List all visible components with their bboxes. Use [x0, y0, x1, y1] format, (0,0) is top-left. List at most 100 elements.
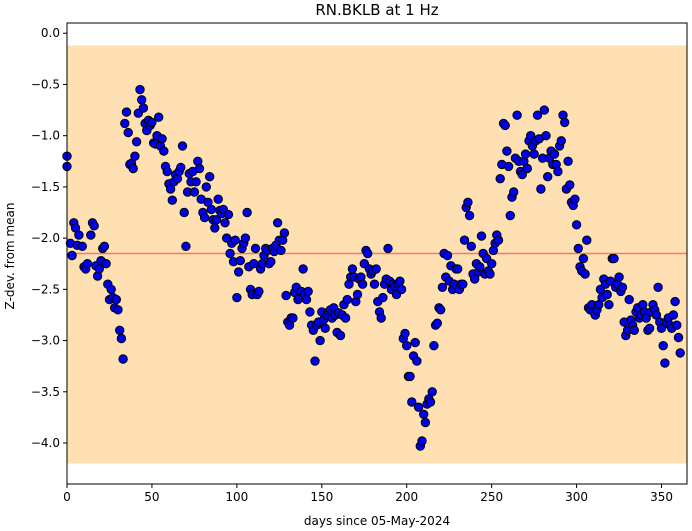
- data-point: [86, 230, 96, 240]
- data-point: [563, 156, 573, 167]
- data-point: [458, 279, 468, 289]
- data-point: [500, 120, 510, 131]
- data-point: [357, 279, 368, 289]
- data-point: [402, 341, 412, 351]
- data-point: [220, 218, 230, 228]
- data-point: [420, 417, 431, 428]
- data-point: [505, 210, 515, 221]
- data-point: [137, 95, 147, 105]
- data-point: [213, 194, 223, 204]
- data-point: [578, 253, 589, 264]
- data-point: [412, 356, 422, 366]
- data-point: [210, 223, 220, 233]
- data-point: [305, 307, 315, 317]
- data-point: [77, 241, 88, 252]
- x-tick-label: 200: [395, 490, 418, 504]
- data-point: [74, 230, 84, 240]
- x-tick-label: 100: [225, 490, 248, 504]
- data-point: [250, 243, 261, 254]
- data-point: [135, 84, 145, 95]
- data-point: [128, 163, 138, 174]
- data-point: [539, 105, 549, 115]
- data-point: [201, 182, 212, 192]
- data-point: [565, 180, 575, 190]
- data-point: [82, 259, 93, 269]
- data-point: [624, 294, 634, 305]
- data-point: [67, 250, 77, 261]
- data-point: [604, 300, 614, 310]
- data-point: [101, 259, 111, 269]
- y-tick-label: −2.0: [31, 231, 60, 245]
- data-point: [266, 257, 276, 267]
- data-point: [453, 264, 463, 274]
- data-point: [602, 289, 612, 300]
- data-point: [668, 310, 679, 320]
- data-point: [233, 267, 244, 277]
- x-tick-label: 300: [565, 490, 588, 504]
- data-point: [609, 253, 619, 264]
- data-point: [123, 127, 133, 138]
- data-point: [147, 117, 157, 128]
- data-point: [427, 387, 437, 397]
- data-point: [495, 174, 505, 184]
- data-point: [675, 348, 685, 358]
- data-point: [556, 136, 566, 146]
- data-point: [466, 241, 476, 252]
- chart-title: RN.BKLB at 1 Hz: [315, 1, 438, 19]
- data-point: [549, 149, 560, 159]
- data-point: [162, 166, 172, 177]
- data-point: [493, 235, 504, 245]
- data-point: [670, 296, 680, 307]
- data-point: [288, 313, 298, 323]
- x-tick-label: 150: [310, 490, 333, 504]
- data-point: [191, 177, 201, 187]
- data-point: [503, 161, 514, 172]
- data-point: [658, 341, 668, 351]
- data-point: [223, 209, 234, 220]
- y-tick-label: −3.5: [31, 385, 60, 399]
- data-point: [672, 320, 682, 330]
- data-point: [485, 269, 495, 279]
- data-point: [303, 286, 313, 297]
- data-point: [570, 194, 580, 204]
- data-point: [315, 335, 325, 346]
- data-point: [476, 231, 487, 241]
- data-point: [512, 110, 522, 120]
- data-point: [340, 313, 351, 323]
- shaded-band: [67, 45, 687, 464]
- data-point: [437, 282, 448, 292]
- y-tick-label: −2.5: [31, 282, 60, 296]
- data-point: [99, 241, 110, 252]
- data-point: [536, 184, 546, 194]
- data-point: [573, 243, 583, 254]
- data-point: [106, 284, 116, 295]
- data-point: [157, 134, 167, 144]
- data-point: [407, 397, 417, 407]
- data-point: [189, 187, 200, 197]
- data-point: [130, 151, 140, 161]
- data-point: [279, 228, 290, 238]
- data-point: [89, 221, 99, 231]
- plot-area: 0 50 100 150 200 250 300 350 0.0 −0.5 −1.0 −1.5 −2.0…: [31, 22, 688, 504]
- data-point: [580, 269, 590, 279]
- data-point: [475, 262, 485, 272]
- data-point: [541, 131, 551, 141]
- y-tick-label: −4.0: [31, 436, 60, 450]
- data-point: [320, 323, 330, 333]
- data-point: [653, 282, 663, 292]
- data-point: [347, 264, 358, 274]
- y-axis-label: Z-dev. from mean: [3, 203, 17, 310]
- data-point: [181, 241, 191, 252]
- data-point: [405, 371, 415, 382]
- data-point: [310, 356, 320, 366]
- data-point: [211, 215, 222, 225]
- data-point: [116, 333, 127, 344]
- data-point: [529, 149, 539, 159]
- data-point: [673, 332, 684, 343]
- data-point: [176, 162, 186, 173]
- data-point: [335, 330, 346, 341]
- data-point: [553, 166, 563, 177]
- data-point: [660, 358, 670, 368]
- data-point: [225, 248, 235, 259]
